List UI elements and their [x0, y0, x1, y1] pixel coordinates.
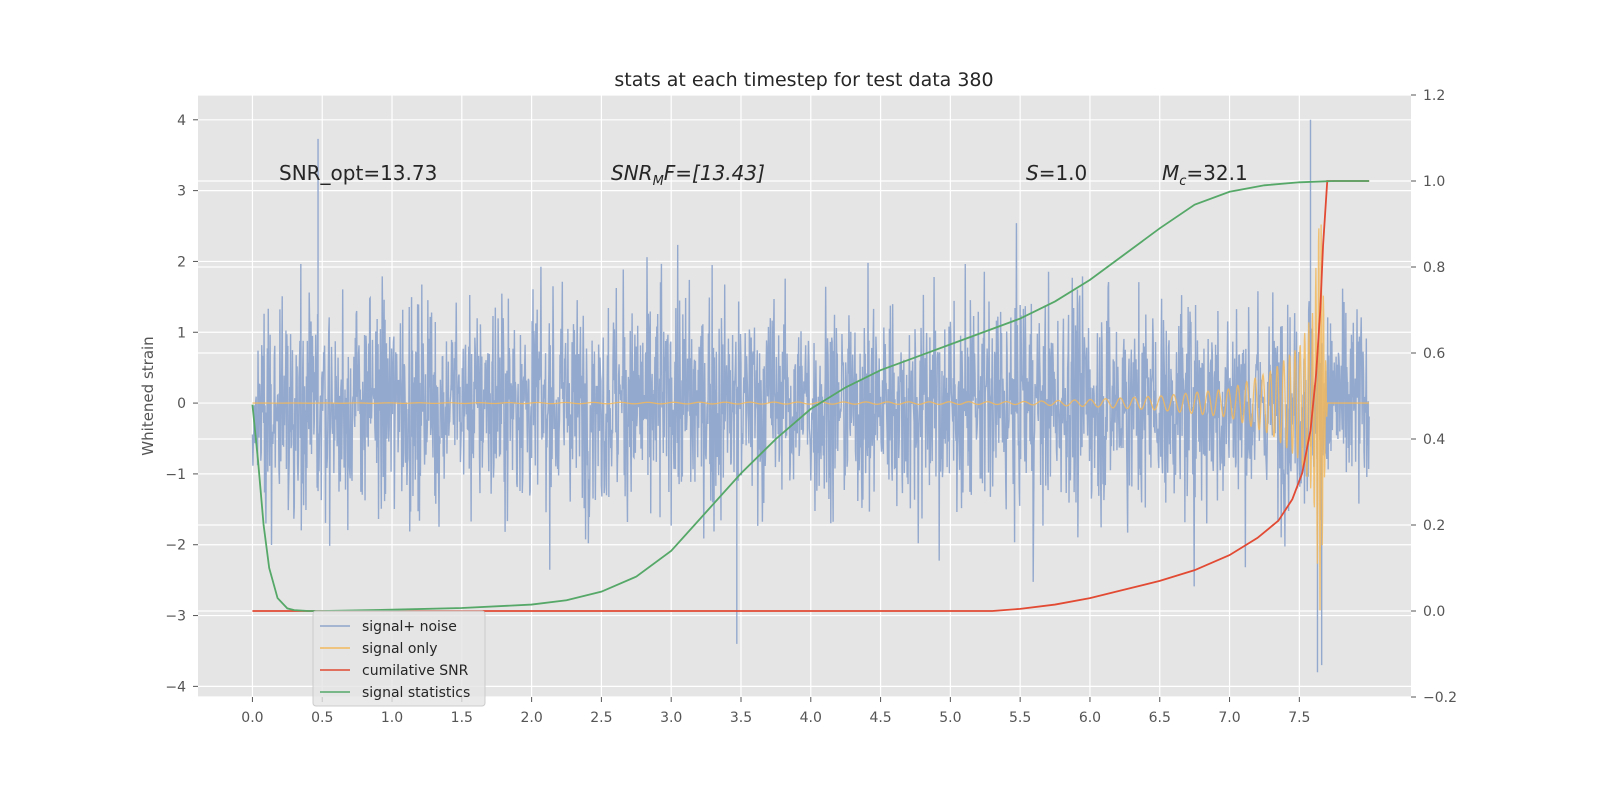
- legend-entry-signal-only: signal only: [320, 641, 437, 657]
- x-tick-label: 4.5: [869, 710, 891, 726]
- y-tick-label: 1: [177, 325, 186, 341]
- annotation-chirp-mass-subscript: c: [1179, 174, 1186, 189]
- legend-entry-cumulative-snr: cumilative SNR: [320, 663, 469, 679]
- annotation-chirp-mass: Mc=32.1: [1162, 161, 1248, 189]
- x-tick-label: 5.0: [939, 710, 961, 726]
- axes: 0.0 0.5 1.0 1.5 2.0 2.5 3.0 3.5 4.0 4.5 5.0 5.5 6.0 6…: [165, 88, 1457, 726]
- x-tick-label: 6.5: [1149, 710, 1171, 726]
- x-tick-label: 6.0: [1079, 710, 1101, 726]
- y-tick-label: 0: [177, 396, 186, 412]
- x-tick-label: 1.0: [381, 710, 403, 726]
- y-tick-label: −4: [165, 679, 186, 695]
- legend-box: [312, 610, 486, 707]
- x-tick-label: 7.5: [1288, 710, 1310, 726]
- x-tick-label: 5.5: [1009, 710, 1031, 726]
- legend-label-signal-only: signal only: [362, 641, 437, 657]
- y2-tick-label: 0.0: [1423, 604, 1445, 620]
- y-axis-label: Whitened strain: [139, 336, 157, 455]
- x-tick-label: 7.0: [1218, 710, 1240, 726]
- y-tick-label: 4: [177, 113, 186, 129]
- annotation-spin-symbol: S: [1026, 161, 1039, 185]
- x-tick-label: 2.0: [520, 710, 542, 726]
- y2-tick-label: 0.6: [1423, 346, 1445, 362]
- grid: [198, 94, 1411, 698]
- annotation-snr-mf-symbol: SNR: [611, 161, 653, 185]
- y2-tick-label: 0.2: [1423, 518, 1445, 534]
- legend: signal+ noise signal only cumilative SNR…: [312, 610, 486, 707]
- y2-tick-label: 1.2: [1423, 88, 1445, 104]
- legend-entry-signal-noise: signal+ noise: [320, 619, 457, 635]
- annotation-snr-opt: SNR_opt=13.73: [279, 161, 437, 185]
- annotation-spin-value: =1.0: [1039, 161, 1088, 185]
- series-signal-only: [252, 224, 1370, 611]
- x-tick-label: 0.5: [311, 710, 333, 726]
- x-tick-label: 0.0: [241, 710, 263, 726]
- annotation-chirp-mass-symbol: M: [1162, 161, 1179, 185]
- y2-tick-label: 0.8: [1423, 260, 1445, 276]
- y-tick-label: 2: [177, 254, 186, 270]
- x-tick-label: 1.5: [451, 710, 473, 726]
- y2-tick-label: 0.4: [1423, 432, 1445, 448]
- cumulative-snr-line: [252, 180, 1370, 612]
- x-tick-label: 3.5: [730, 710, 752, 726]
- chart-title: stats at each timestep for test data 380: [614, 69, 993, 91]
- legend-label-signal-statistics: signal statistics: [362, 685, 470, 701]
- annotation-snr-mf: SNRMF=[13.43]: [611, 161, 765, 189]
- legend-label-cumulative-snr: cumilative SNR: [362, 663, 469, 679]
- signal-only-line: [252, 224, 1370, 611]
- y-tick-label: −3: [165, 609, 186, 625]
- annotation-snr-mf-value: F=[13.43]: [664, 161, 765, 185]
- annotation-snr-mf-subscript: M: [653, 174, 664, 189]
- x-tick-label: 2.5: [590, 710, 612, 726]
- y-tick-label: 3: [177, 184, 186, 200]
- annotation-spin: S=1.0: [1026, 161, 1087, 185]
- annotation-chirp-mass-value: =32.1: [1186, 161, 1247, 185]
- series-lines: [251, 180, 1370, 612]
- y-tick-label: −1: [165, 467, 186, 483]
- y2-tick-label: −0.2: [1423, 690, 1457, 706]
- x-tick-label: 4.0: [800, 710, 822, 726]
- x-tick-label: 3.0: [660, 710, 682, 726]
- legend-entry-signal-statistics: signal statistics: [320, 685, 470, 701]
- legend-label-signal-noise: signal+ noise: [362, 619, 457, 635]
- y2-tick-label: 1.0: [1423, 174, 1445, 190]
- y-tick-label: −2: [165, 538, 186, 554]
- signal-statistics-line: [251, 180, 1370, 612]
